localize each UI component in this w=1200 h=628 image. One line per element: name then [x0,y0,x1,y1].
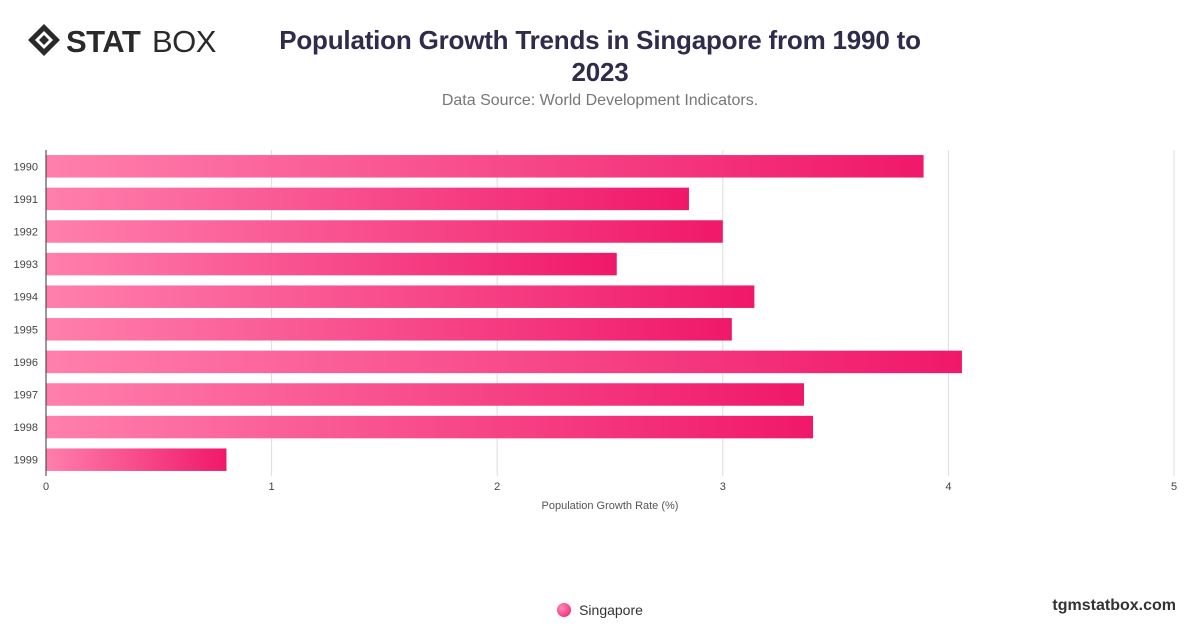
bar-1991[interactable] [46,187,689,211]
svg-text:BOX: BOX [152,24,217,59]
legend-label: Singapore [579,602,643,618]
y-tick-label: 1997 [14,390,38,402]
chart-title: Population Growth Trends in Singapore fr… [279,25,921,87]
svg-text:STAT: STAT [66,24,141,59]
x-tick-label: 4 [945,481,951,493]
bar-1998[interactable] [46,415,814,439]
bar-1993[interactable] [46,252,617,276]
bar-1990[interactable] [46,155,924,178]
bar-1996[interactable] [46,350,962,374]
x-tick-label: 0 [43,481,49,493]
y-tick-label: 1995 [14,324,38,336]
footer-url: tgmstatbox.com [1052,597,1176,614]
bar-1997[interactable] [46,383,805,406]
y-tick-label: 1990 [14,161,38,173]
y-tick-label: 1993 [14,259,38,271]
x-axis-title: Population Growth Rate (%) [542,500,679,512]
bar-1995[interactable] [46,318,732,341]
y-tick-label: 1992 [14,227,38,239]
statbox-logo: STAT BOX [26,22,236,62]
y-tick-label: 1994 [14,292,38,304]
bar-1992[interactable] [46,220,723,243]
x-tick-label: 3 [720,481,726,493]
bar-1999[interactable] [46,448,227,471]
chart-subtitle: Data Source: World Development Indicator… [441,92,759,109]
y-tick-label: 1999 [14,455,38,467]
legend[interactable]: Singapore [0,602,1200,618]
legend-swatch [557,603,572,617]
statbox-logo-mark: STAT BOX [28,24,217,59]
y-tick-label: 1996 [14,357,38,369]
bar-1994[interactable] [46,285,755,308]
x-tick-label: 5 [1171,481,1177,493]
y-tick-label: 1991 [14,194,38,206]
x-tick-label: 1 [269,481,275,493]
x-tick-label: 2 [494,481,500,493]
y-tick-label: 1998 [14,422,38,434]
